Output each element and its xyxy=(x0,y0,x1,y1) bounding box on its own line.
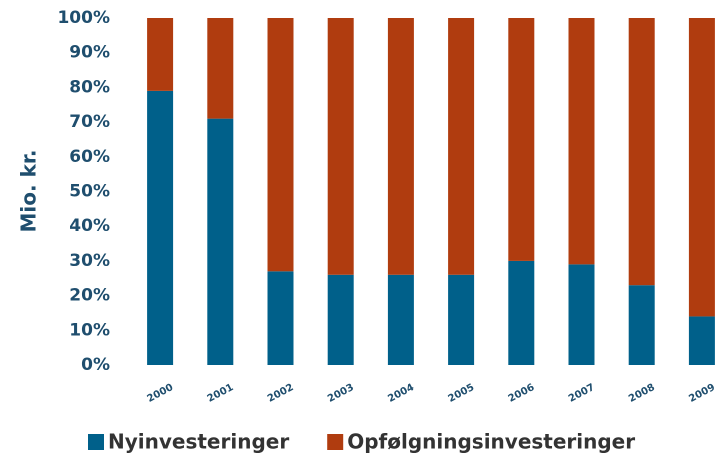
bar-segment xyxy=(508,18,535,261)
y-tick-label: 90% xyxy=(69,43,110,63)
y-tick-label: 0% xyxy=(81,355,110,375)
y-tick-label: 30% xyxy=(69,251,110,271)
legend-swatch xyxy=(327,434,344,450)
bar-segment xyxy=(508,260,535,365)
x-tick-label: 2005 xyxy=(446,382,476,405)
bar-segment xyxy=(267,271,294,365)
x-tick-label: 2006 xyxy=(507,382,537,405)
y-tick-label: 60% xyxy=(69,147,110,167)
x-tick-label: 2002 xyxy=(266,382,296,405)
y-tick-label: 50% xyxy=(69,182,110,202)
bar-segment xyxy=(147,18,174,91)
bar-segment xyxy=(327,274,354,365)
bar-segment xyxy=(448,18,475,275)
x-tick-label: 2001 xyxy=(206,382,236,405)
bar-segment xyxy=(327,18,354,275)
y-tick-label: 40% xyxy=(69,216,110,236)
y-tick-label: 100% xyxy=(57,8,110,28)
y-tick-label: 70% xyxy=(69,112,110,132)
legend-label: Nyinvesteringer xyxy=(108,430,289,454)
legend-swatch xyxy=(88,434,104,450)
bar-segment xyxy=(568,18,595,265)
x-tick-label: 2004 xyxy=(386,382,416,405)
bar-segment xyxy=(387,274,414,365)
y-tick-label: 80% xyxy=(69,77,110,97)
bar-segment xyxy=(387,18,414,275)
y-axis-label: Mio. kr. xyxy=(17,150,41,233)
bar-segment xyxy=(628,18,655,286)
legend-label: Opfølgningsinvesteringer xyxy=(347,430,635,454)
x-tick-label: 2000 xyxy=(145,382,175,405)
bar-segment xyxy=(688,18,715,317)
bar-segment xyxy=(568,264,595,365)
y-tick-label: 20% xyxy=(69,286,110,306)
bar-segment xyxy=(448,274,475,365)
bar-segment xyxy=(267,18,294,272)
x-tick-label: 2008 xyxy=(627,382,657,405)
bar-segment xyxy=(688,316,715,365)
y-tick-label: 10% xyxy=(69,320,110,340)
x-tick-label: 2003 xyxy=(326,382,356,405)
x-tick-label: 2009 xyxy=(687,382,717,405)
x-tick-label: 2007 xyxy=(567,382,597,405)
bar-segment xyxy=(207,118,234,365)
bar-segment xyxy=(628,285,655,365)
bar-segment xyxy=(147,90,174,366)
bar-segment xyxy=(207,18,234,119)
